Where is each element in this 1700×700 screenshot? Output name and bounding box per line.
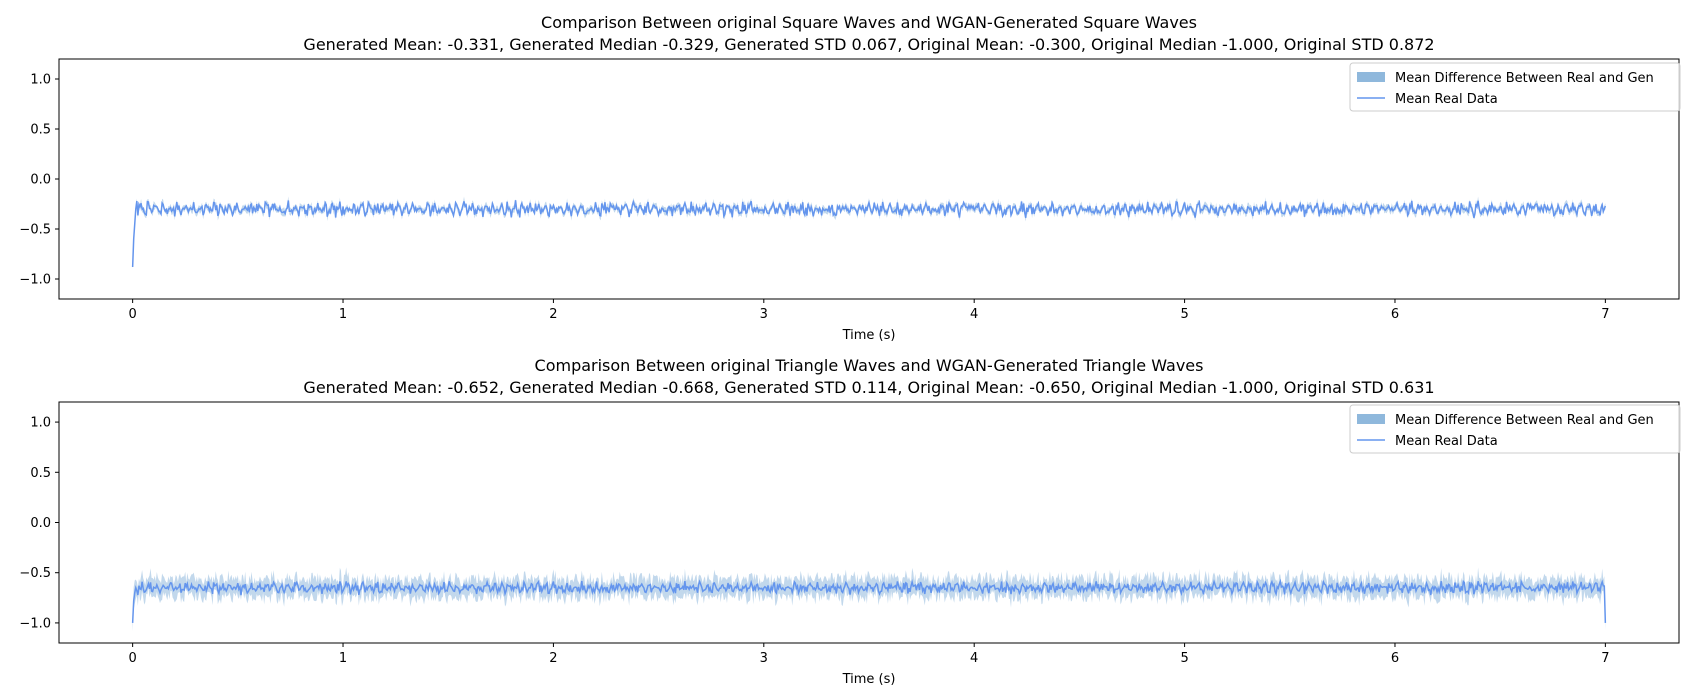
x-tick-label: 3	[760, 307, 768, 322]
legend-label-band: Mean Difference Between Real and Gen	[1395, 413, 1654, 428]
x-tick-label: 2	[549, 651, 557, 666]
subplot-subtitle: Generated Mean: -0.652, Generated Median…	[303, 378, 1434, 397]
x-tick-label: 6	[1391, 651, 1399, 666]
x-tick-label: 1	[339, 307, 347, 322]
series-band	[132, 567, 1606, 632]
x-tick-label: 7	[1601, 307, 1609, 322]
series-line-mean-real-data	[131, 578, 1607, 623]
x-tick-label: 2	[549, 307, 557, 322]
x-tick-label: 3	[760, 651, 768, 666]
legend-box	[1349, 62, 1681, 112]
y-tick-label: 1.0	[30, 73, 51, 88]
y-tick-label: 1.0	[30, 416, 51, 431]
legend-label-line: Mean Real Data	[1395, 434, 1498, 449]
x-tick-label: 6	[1391, 307, 1399, 322]
legend-box	[1349, 404, 1681, 454]
y-tick-label: −1.0	[19, 273, 51, 288]
y-tick-label: −1.0	[19, 616, 51, 631]
legend-band-swatch	[1357, 414, 1385, 424]
series-line-mean-real-data	[131, 199, 1607, 268]
legend-label-band: Mean Difference Between Real and Gen	[1395, 71, 1654, 86]
x-tick-label: 7	[1601, 651, 1609, 666]
x-tick-label: 0	[128, 651, 136, 666]
legend: Mean Difference Between Real and Gen Mea…	[1349, 62, 1681, 112]
series-band	[132, 196, 1606, 270]
x-tick-label: 4	[970, 307, 978, 322]
y-tick-label: 0.0	[30, 516, 51, 531]
subplot-title: Comparison Between original Triangle Wav…	[535, 356, 1204, 375]
subplot-square: Comparison Between original Square Waves…	[19, 13, 1681, 343]
legend: Mean Difference Between Real and Gen Mea…	[1349, 404, 1681, 454]
x-axis-label: Time (s)	[842, 328, 896, 343]
subplot-subtitle: Generated Mean: -0.331, Generated Median…	[303, 35, 1434, 54]
y-tick-label: −0.5	[19, 566, 51, 581]
subplot-title: Comparison Between original Square Waves…	[541, 13, 1197, 32]
plot-area: 0 1 2 3 4 5 6 7 −1.0 −0.5 0.0 0.5 1.0	[19, 58, 1680, 322]
subplot-triangle: Comparison Between original Triangle Wav…	[19, 356, 1681, 687]
plot-area: 0 1 2 3 4 5 6 7 −1.0 −0.5 0.0 0.5 1.0	[19, 401, 1680, 666]
x-tick-label: 1	[339, 651, 347, 666]
x-tick-label: 5	[1180, 651, 1188, 666]
x-tick-label: 5	[1180, 307, 1188, 322]
legend-band-swatch	[1357, 72, 1385, 82]
x-tick-label: 4	[970, 651, 978, 666]
y-tick-label: 0.5	[30, 123, 51, 138]
legend-label-line: Mean Real Data	[1395, 92, 1498, 107]
x-axis-label: Time (s)	[842, 672, 896, 687]
y-tick-label: −0.5	[19, 223, 51, 238]
x-tick-label: 0	[128, 307, 136, 322]
y-tick-label: 0.5	[30, 466, 51, 481]
y-tick-label: 0.0	[30, 173, 51, 188]
